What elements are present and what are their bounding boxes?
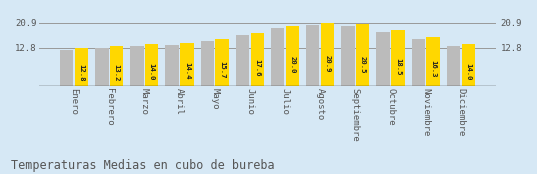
Text: Temperaturas Medias en cubo de bureba: Temperaturas Medias en cubo de bureba (11, 159, 274, 172)
Bar (251, 33, 264, 86)
Bar (201, 41, 214, 86)
Bar (411, 39, 425, 86)
Bar (75, 48, 88, 86)
Text: 13.2: 13.2 (114, 64, 120, 81)
Bar (376, 32, 390, 86)
Bar (110, 46, 124, 86)
Text: 14.0: 14.0 (149, 63, 155, 80)
Bar (461, 44, 475, 86)
Bar (447, 46, 460, 86)
Bar (165, 45, 179, 86)
Text: 16.3: 16.3 (430, 60, 436, 78)
Bar (60, 50, 74, 86)
Bar (95, 48, 108, 86)
Text: 18.5: 18.5 (395, 58, 401, 76)
Bar (356, 24, 369, 86)
Bar (236, 35, 249, 86)
Bar (426, 37, 440, 86)
Text: 12.8: 12.8 (78, 64, 84, 82)
Bar (286, 26, 299, 86)
Bar (306, 25, 320, 86)
Text: 14.0: 14.0 (465, 63, 471, 80)
Bar (271, 28, 284, 86)
Bar (321, 23, 334, 86)
Text: 20.9: 20.9 (324, 56, 331, 73)
Text: 14.4: 14.4 (184, 62, 190, 80)
Text: 20.0: 20.0 (289, 56, 295, 74)
Bar (215, 39, 229, 86)
Text: 15.7: 15.7 (219, 61, 225, 78)
Bar (145, 44, 158, 86)
Bar (391, 30, 404, 86)
Bar (342, 26, 354, 86)
Text: 20.5: 20.5 (360, 56, 366, 73)
Bar (180, 43, 194, 86)
Bar (130, 46, 144, 86)
Text: 17.6: 17.6 (254, 59, 260, 77)
